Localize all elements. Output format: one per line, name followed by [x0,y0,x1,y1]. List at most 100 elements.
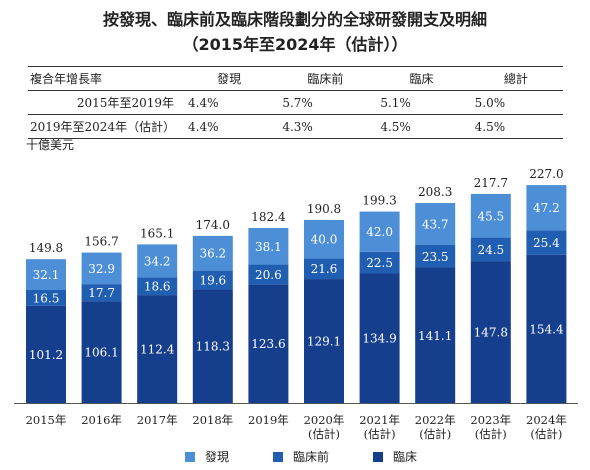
legend-swatch-preclinical [273,451,284,462]
total-label: 165.1 [140,226,174,240]
cagr-header-row: 複合年增長率 發現 臨床前 臨床 總計 [28,66,563,91]
total-label: 190.8 [307,202,341,216]
cagr-header-preclinical: 臨床前 [307,72,344,86]
x-tick-label: 2015年 [26,413,67,427]
data-label-discovery: 45.5 [477,209,504,223]
data-label-discovery: 43.7 [422,218,449,232]
bar-segment-preclinical [470,237,511,262]
bar-segment-preclinical [248,264,289,285]
bar-segment-preclinical [415,244,456,268]
data-label-preclinical: 23.5 [422,250,449,264]
legend-label: 臨床 [393,450,418,464]
cagr-header-total: 總計 [503,72,528,86]
cagr-table: 複合年增長率 發現 臨床前 臨床 總計 2015年至2019年 4.4% 5.7… [28,66,563,139]
bar-segment-preclinical [304,258,344,280]
cagr-row: 2015年至2019年 4.4% 5.7% 5.1% 5.0% [28,91,563,115]
legend-label: 發現 [205,450,230,464]
data-label-preclinical: 18.6 [144,280,171,294]
cagr-value: 5.1% [380,95,411,110]
x-tick-label: 2024年 [526,413,567,427]
data-label-discovery: 38.1 [255,240,282,254]
x-tick-label: 2018年 [192,413,233,427]
total-label: 199.3 [362,194,396,208]
data-label-discovery: 34.2 [144,254,171,268]
bar-segment-preclinical [359,251,400,274]
cagr-value: 4.3% [282,119,313,134]
legend-item-discovery: 發現 [185,448,229,465]
x-tick-label: (估計) [530,427,562,441]
x-tick-label: 2020年 [304,413,345,427]
cagr-value: 4.5% [474,119,506,134]
legend-swatch-discovery [185,451,195,462]
data-label-discovery: 36.2 [199,247,226,261]
data-label-clinical: 101.2 [29,348,63,362]
data-label-clinical: 118.3 [196,340,230,354]
cagr-row: 2019年至2024年（估計） 4.4% 4.3% 4.5% 4.5% [28,115,563,139]
x-tick-label: 2023年 [470,413,511,427]
total-label: 217.7 [474,176,508,190]
bar-segment-clinical [81,301,122,403]
bar-segment-clinical [415,267,456,403]
legend-item-clinical: 臨床 [373,448,417,465]
x-tick-label: 2022年 [415,413,456,427]
bar-segment-clinical [192,289,233,403]
data-label-clinical: 123.6 [251,337,285,351]
total-label: 208.3 [418,185,452,199]
x-tick-label: (估計) [475,427,507,441]
cagr-header-label: 複合年增長率 [30,72,103,86]
bar-segment-discovery [415,203,456,245]
data-label-clinical: 141.1 [418,329,452,343]
cagr-value: 4.4% [188,95,219,110]
bar-segment-preclinical [192,270,233,290]
cagr-value: 5.0% [474,95,506,110]
data-label-preclinical: 20.6 [255,268,282,282]
x-tick-label: 2016年 [81,413,122,427]
cagr-row-label: 2019年至2024年（估計） [30,120,176,134]
x-tick-label: 2021年 [359,413,400,427]
cagr-value: 4.5% [380,119,411,134]
data-label-clinical: 154.4 [529,322,564,336]
data-label-discovery: 32.1 [33,268,60,282]
data-label-clinical: 106.1 [84,346,118,360]
data-label-discovery: 32.9 [88,262,115,276]
data-label-discovery: 40.0 [311,233,338,247]
chart-title: 按發現、臨床前及臨床階段劃分的全球研發開支及明細 [102,10,487,29]
total-label: 149.8 [29,241,63,255]
x-tick-label: (估計) [419,427,451,441]
data-label-clinical: 134.9 [362,332,396,346]
bar-segment-clinical [359,273,400,403]
x-tick-label: 2017年 [137,413,178,427]
data-label-clinical: 147.8 [474,326,508,340]
bar-segment-clinical [137,295,178,403]
cagr-value: 4.4% [188,119,219,134]
data-label-preclinical: 16.5 [33,291,60,305]
data-label-preclinical: 22.5 [366,256,393,270]
x-tick-label: 2019年 [248,413,289,427]
data-label-discovery: 47.2 [533,201,560,215]
total-label: 174.0 [196,218,230,232]
unit-label: 十億美元 [26,138,75,152]
bar-segment-discovery [359,211,400,252]
cagr-row-label: 2015年至2019年 [76,96,174,110]
bar-segment-discovery [304,219,344,259]
total-label: 156.7 [84,235,118,249]
cagr-header-clinical: 臨床 [409,72,434,86]
bar-segment-clinical [526,254,567,403]
bar-segment-discovery [470,193,511,238]
data-label-preclinical: 25.4 [533,236,560,250]
data-label-preclinical: 17.7 [88,286,115,300]
cagr-value: 5.7% [282,95,313,110]
bar-segment-clinical [470,261,511,403]
bar-segment-preclinical [26,290,66,306]
legend: 發現 臨床前 臨床 [185,448,417,465]
bar-segment-clinical [26,305,66,403]
legend-swatch-clinical [373,451,384,462]
bar-segment-discovery [526,185,567,231]
bar-segment-preclinical [137,277,178,296]
bar-segment-preclinical [81,284,122,302]
x-tick-label: (估計) [364,427,396,441]
cagr-header-discovery: 發現 [217,72,242,86]
bar-segment-discovery [26,259,66,291]
bar-segment-clinical [248,284,289,403]
